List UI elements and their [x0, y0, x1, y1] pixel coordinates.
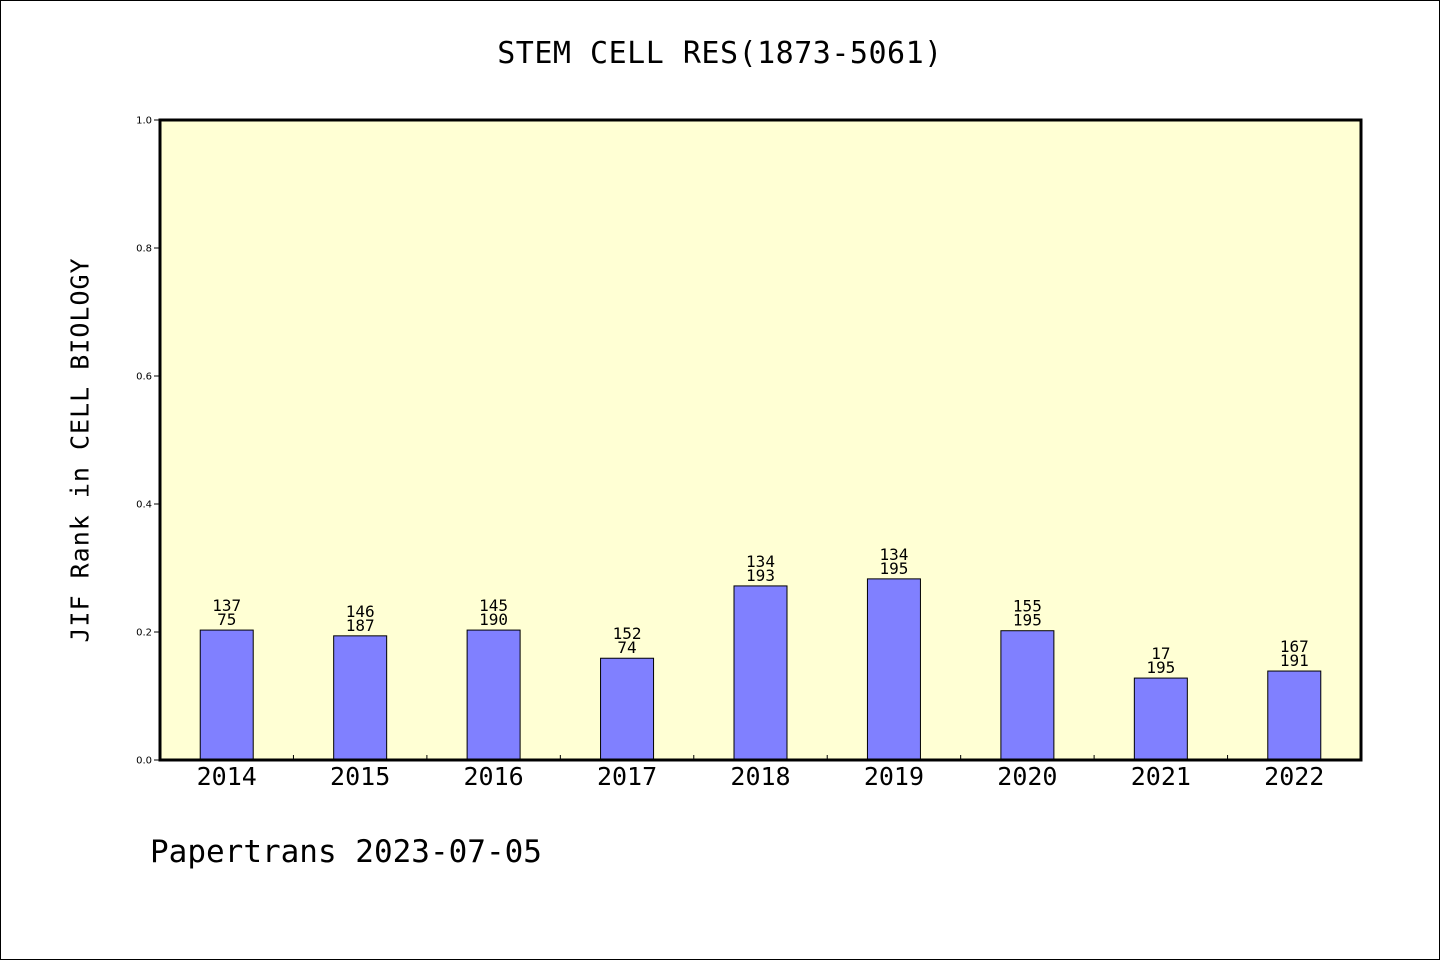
- x-tick-label-2017: 2017: [597, 762, 657, 791]
- bar-label-top-2020: 155: [1013, 597, 1042, 616]
- x-tick-label-2021: 2021: [1131, 762, 1191, 791]
- bar-label-bottom-2015: 187: [346, 616, 375, 635]
- bar-label-top-2017: 152: [613, 624, 642, 643]
- y-tick-label-0.6: 0.6: [136, 372, 152, 383]
- x-tick-label-2018: 2018: [730, 762, 790, 791]
- bar-label-bottom-2017: 74: [617, 638, 636, 657]
- bars-layer: [199, 578, 1322, 761]
- bar-2016: [466, 629, 521, 761]
- y-tick-label-0.2: 0.2: [136, 628, 152, 639]
- bar-label-top-2022: 167: [1280, 637, 1309, 656]
- bar-label-top-2015: 146: [346, 602, 375, 621]
- bar-label-top-2019: 134: [879, 545, 908, 564]
- y-tick-label-0.8: 0.8: [136, 244, 152, 255]
- bar-label-bottom-2022: 191: [1280, 651, 1309, 670]
- footer-credit: Papertrans 2023-07-05: [150, 834, 542, 870]
- bar-label-bottom-2018: 193: [746, 566, 775, 585]
- x-tick-label-2016: 2016: [464, 762, 524, 791]
- y-tick-label-1.0: 1.0: [136, 116, 152, 127]
- bar-2020: [1000, 630, 1055, 761]
- x-tick-label-2019: 2019: [864, 762, 924, 791]
- bar-label-bottom-2020: 195: [1013, 611, 1042, 630]
- bar-2021: [1133, 677, 1188, 761]
- x-tick-label-2014: 2014: [197, 762, 257, 791]
- bar-2017: [600, 657, 655, 761]
- x-tick-label-2015: 2015: [330, 762, 390, 791]
- bar-2018: [733, 585, 788, 761]
- bar-label-top-2014: 137: [212, 596, 241, 615]
- plot-border: [158, 118, 1363, 762]
- x-tick-label-2022: 2022: [1264, 762, 1324, 791]
- bar-2015: [333, 635, 388, 761]
- bar-2022: [1267, 670, 1322, 761]
- bar-label-top-2021: 17: [1151, 644, 1170, 663]
- chart-title: STEM CELL RES(1873-5061): [497, 36, 943, 71]
- bar-2014: [199, 629, 254, 761]
- y-ticks: 0.0 0.2 0.4 0.6 0.8 1.0: [136, 116, 160, 767]
- bar-label-bottom-2014: 75: [217, 610, 236, 629]
- bar-2019: [866, 578, 921, 761]
- bar-label-bottom-2019: 195: [879, 559, 908, 578]
- bar-label-bottom-2016: 190: [479, 610, 508, 629]
- bar-label-top-2018: 134: [746, 552, 775, 571]
- bar-label-bottom-2021: 195: [1146, 658, 1175, 677]
- x-ticks: 2014 2015 2016 2017 2018 2019 2020 2021 2022: [197, 755, 1324, 791]
- y-tick-label-0.4: 0.4: [136, 500, 152, 511]
- x-tick-label-2020: 2020: [997, 762, 1057, 791]
- y-tick-label-0.0: 0.0: [136, 756, 152, 767]
- bar-label-top-2016: 145: [479, 596, 508, 615]
